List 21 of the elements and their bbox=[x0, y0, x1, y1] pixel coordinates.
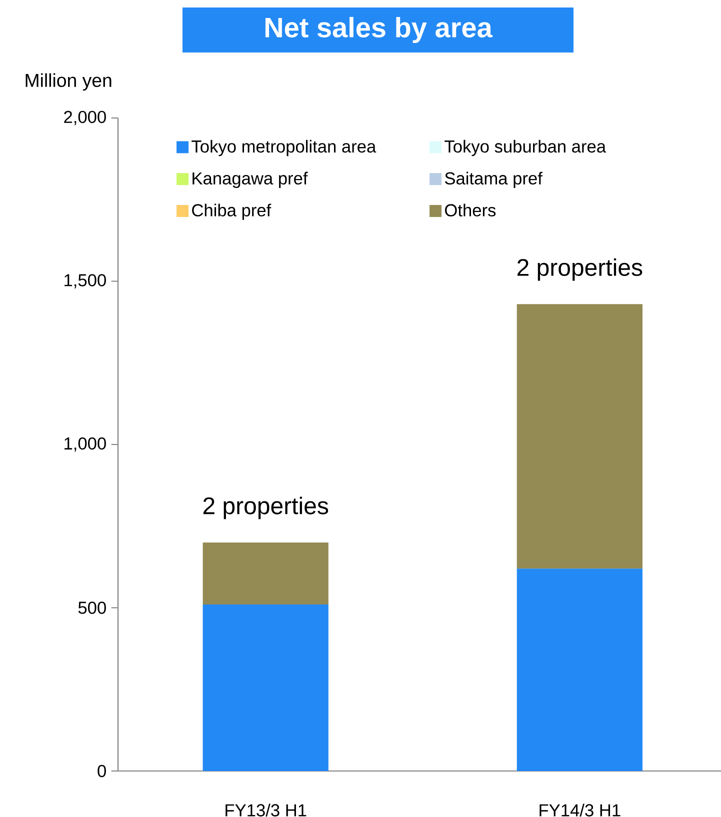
y-tick-label: 0 bbox=[98, 764, 106, 778]
y-tick-label: 1,500 bbox=[64, 274, 106, 288]
legend-label: Others bbox=[445, 204, 496, 216]
bar bbox=[202, 542, 328, 604]
bar bbox=[516, 568, 642, 771]
bar bbox=[202, 604, 328, 771]
y-tick-label: 1,000 bbox=[64, 437, 106, 452]
y-axis-title: Million yen bbox=[26, 73, 112, 91]
annotation: 2 properties bbox=[203, 496, 328, 520]
chart-title: Net sales by area bbox=[265, 16, 493, 44]
bar bbox=[516, 304, 642, 569]
x-tick-label: FY14/3 H1 bbox=[540, 804, 620, 816]
legend-label: Tokyo metropolitan area bbox=[192, 140, 376, 156]
y-tick-label: 2,000 bbox=[64, 110, 106, 126]
annotation: 2 properties bbox=[518, 258, 642, 281]
legend-label: Kanagawa pref bbox=[192, 172, 308, 188]
x-tick-label: FY13/3 H1 bbox=[226, 804, 306, 816]
y-tick-label: 500 bbox=[78, 602, 106, 614]
legend-label: Chiba pref bbox=[192, 204, 272, 220]
legend-label: Tokyo suburban area bbox=[444, 140, 606, 156]
legend-label: Saitama pref bbox=[444, 172, 542, 188]
